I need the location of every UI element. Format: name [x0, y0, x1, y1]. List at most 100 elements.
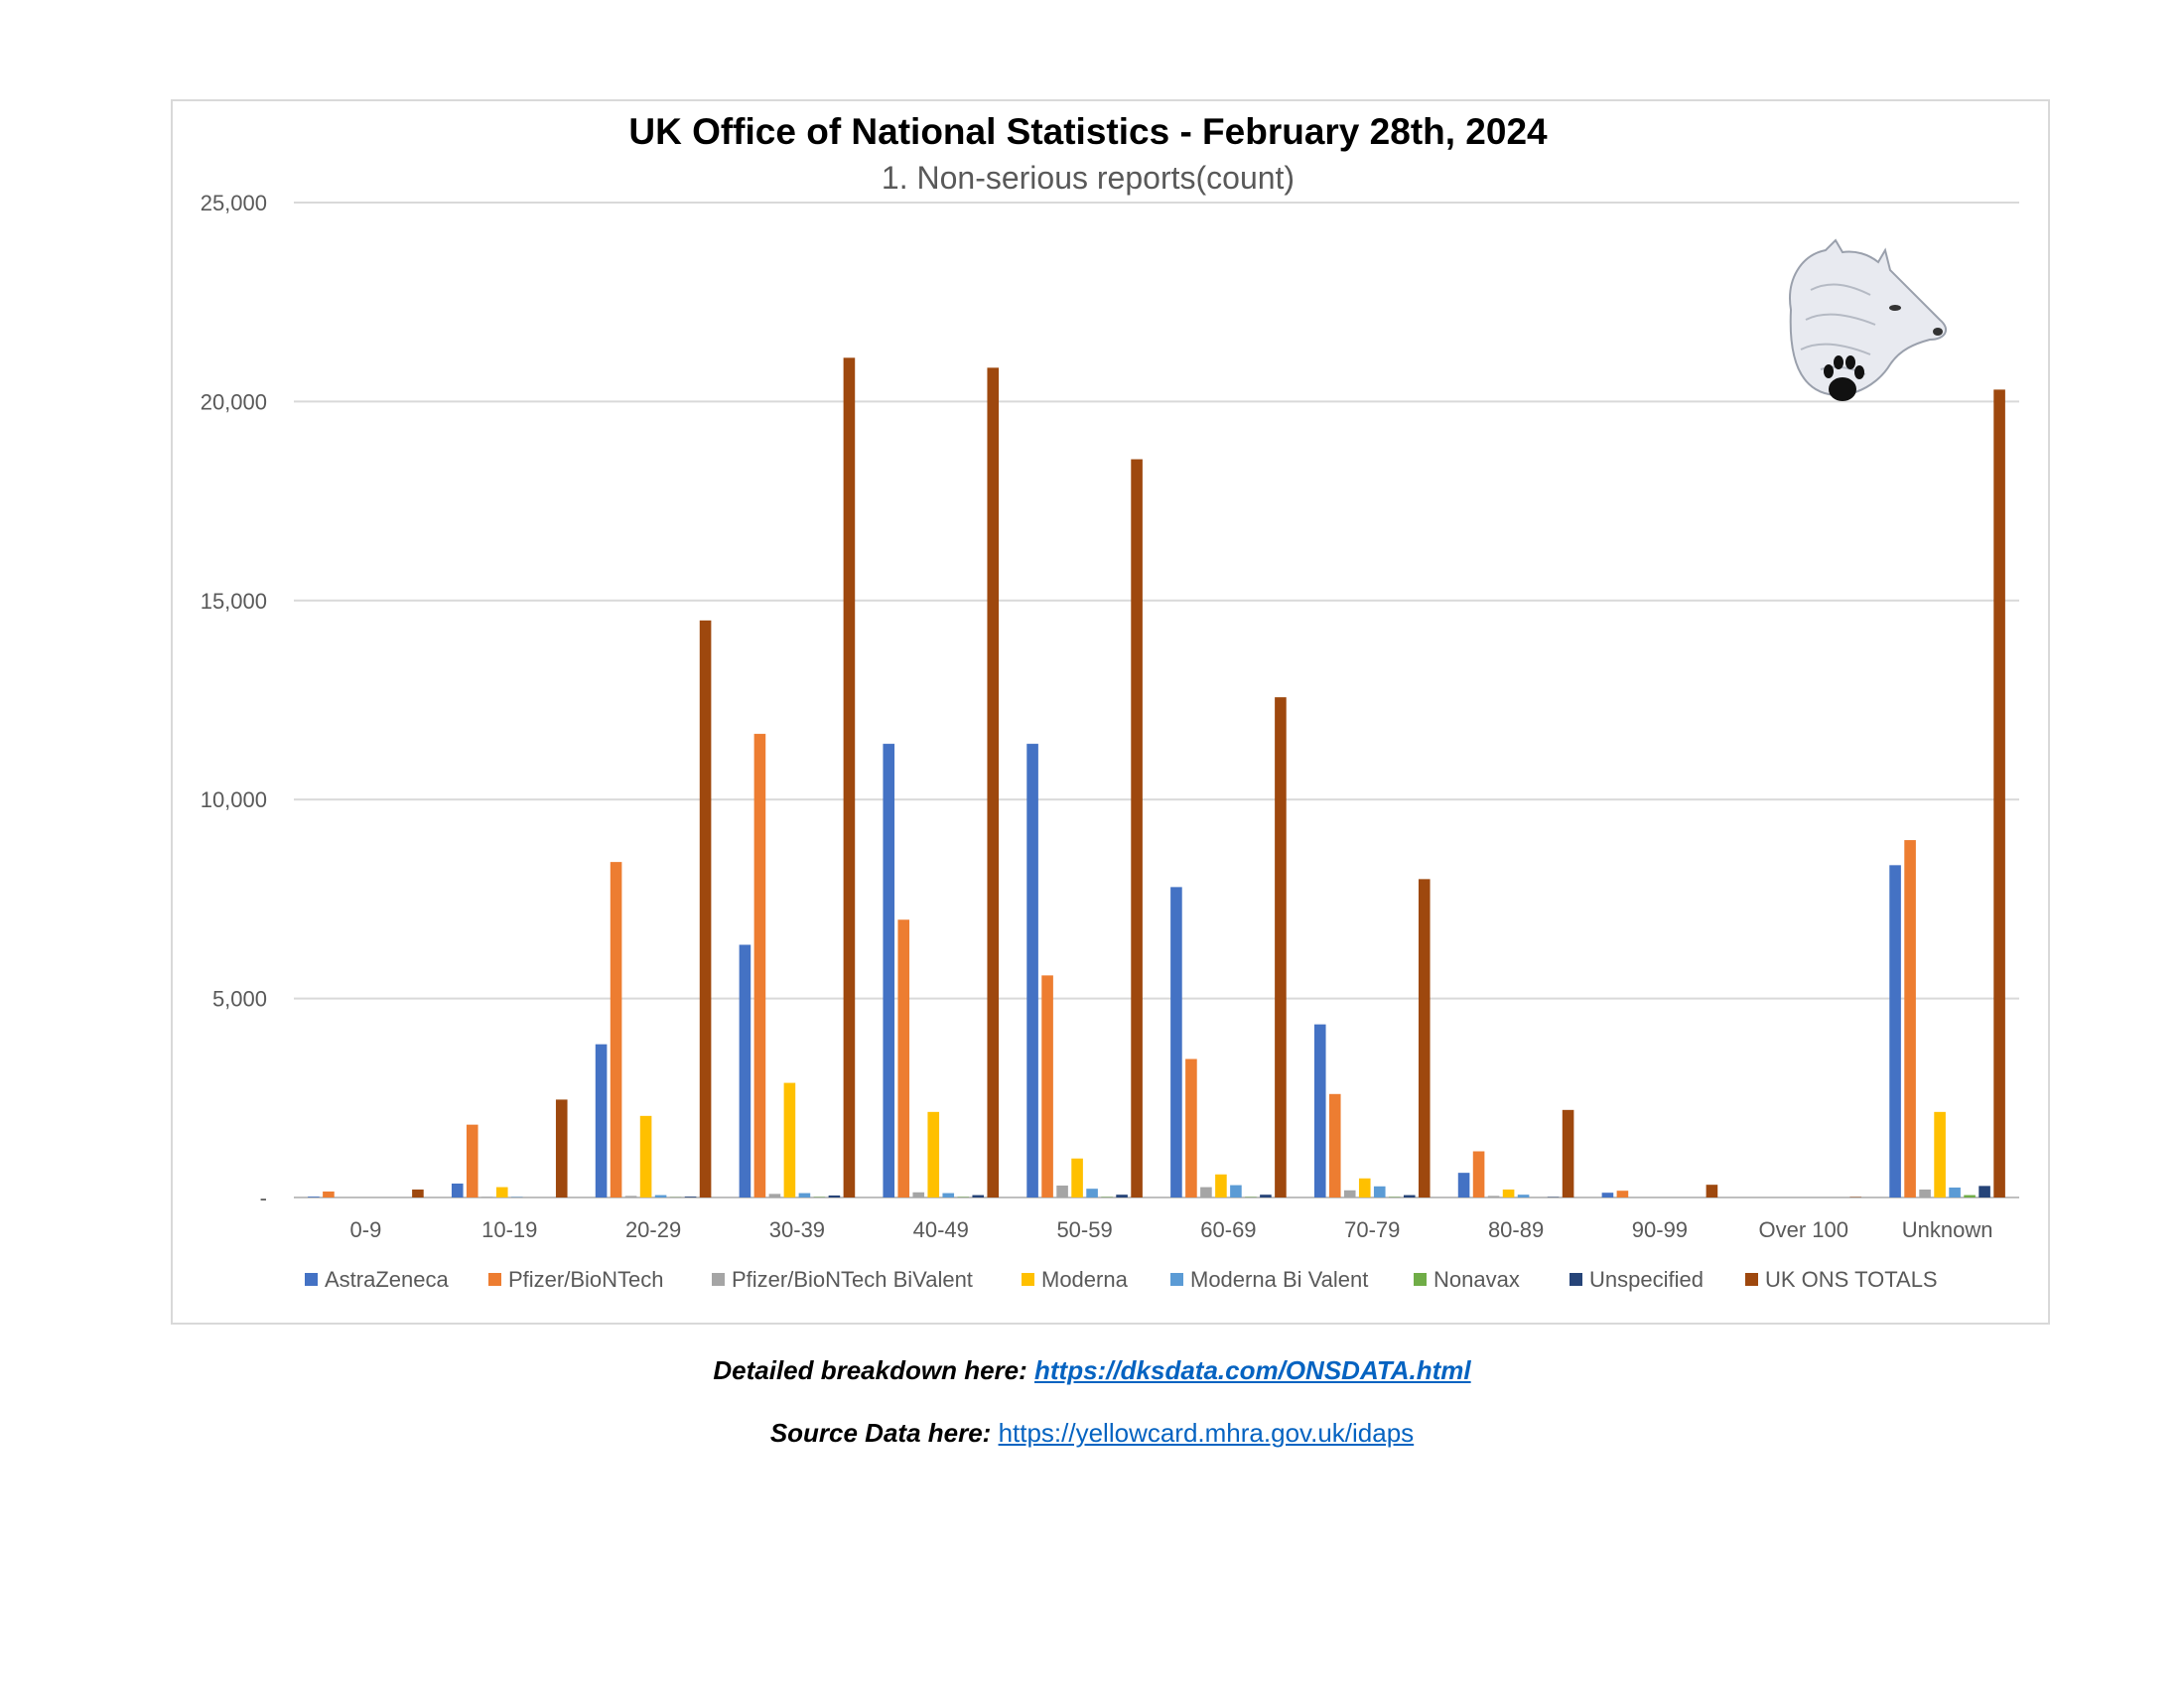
x-tick-label: 90-99: [1632, 1217, 1688, 1242]
x-tick-label: 50-59: [1056, 1217, 1112, 1242]
legend-label: AstraZeneca: [325, 1267, 449, 1292]
bar-unspecified-70-79: [1403, 1195, 1416, 1197]
bar-astrazeneca-30-39: [739, 944, 751, 1197]
legend-swatch: [1414, 1273, 1427, 1286]
y-tick-label: 25,000: [201, 191, 267, 215]
bar-pfizer-biontech-bivalent-50-59: [1056, 1185, 1068, 1197]
x-tick-label: 10-19: [481, 1217, 537, 1242]
legend-label: UK ONS TOTALS: [1765, 1267, 1938, 1292]
bar-astrazeneca-10-19: [451, 1183, 464, 1197]
x-tick-label: 70-79: [1344, 1217, 1400, 1242]
bar-uk-ons-totals-unknown: [1993, 389, 2005, 1198]
bar-unspecified-20-29: [684, 1196, 697, 1197]
bar-moderna-bi-valent-40-49: [942, 1193, 955, 1197]
bar-astrazeneca-20-29: [595, 1044, 608, 1197]
bar-pfizer-biontech-unknown: [1904, 840, 1916, 1197]
bar-moderna-20-29: [639, 1115, 652, 1197]
bar-moderna-80-89: [1502, 1189, 1515, 1197]
x-tick-label: 80-89: [1488, 1217, 1544, 1242]
bar-astrazeneca-80-89: [1457, 1173, 1470, 1197]
bar-moderna-bi-valent-60-69: [1230, 1185, 1242, 1197]
bars: [308, 357, 2005, 1198]
bar-astrazeneca-70-79: [1313, 1024, 1326, 1197]
source-data-line: Source Data here: https://yellowcard.mhr…: [0, 1418, 2184, 1449]
bar-uk-ons-totals-20-29: [699, 620, 712, 1197]
bar-moderna-bi-valent-20-29: [654, 1195, 667, 1197]
x-tick-label: 20-29: [625, 1217, 681, 1242]
bar-moderna-40-49: [927, 1111, 940, 1197]
bar-moderna-bi-valent-80-89: [1517, 1195, 1530, 1197]
bar-moderna-bi-valent-50-59: [1086, 1189, 1098, 1197]
bar-moderna-50-59: [1071, 1158, 1083, 1197]
bar-pfizer-biontech-90-99: [1616, 1191, 1629, 1197]
bar-pfizer-biontech-50-59: [1041, 975, 1053, 1197]
bar-moderna-bi-valent-30-39: [798, 1193, 811, 1197]
bar-pfizer-biontech-bivalent-80-89: [1487, 1196, 1500, 1197]
legend-label: Pfizer/BioNTech BiValent: [732, 1267, 973, 1292]
bar-moderna-70-79: [1358, 1178, 1371, 1197]
bar-astrazeneca-40-49: [883, 744, 895, 1197]
bar-moderna-unknown: [1934, 1111, 1946, 1197]
bar-uk-ons-totals-0-9: [412, 1189, 424, 1197]
bar-moderna-bi-valent-unknown: [1949, 1187, 1961, 1197]
bar-nonavax-unknown: [1964, 1195, 1976, 1197]
bar-pfizer-biontech-10-19: [466, 1124, 478, 1197]
bar-unspecified-60-69: [1260, 1195, 1272, 1197]
detail-breakdown-line: Detailed breakdown here: https://dksdata…: [0, 1355, 2184, 1386]
bar-pfizer-biontech-20-29: [610, 862, 622, 1197]
bar-pfizer-biontech-bivalent-60-69: [1200, 1187, 1212, 1197]
chart-title: UK Office of National Statistics - Febru…: [628, 111, 1548, 152]
bar-unspecified-50-59: [1116, 1195, 1128, 1197]
bar-pfizer-biontech-bivalent-40-49: [912, 1192, 925, 1197]
x-tick-label: 40-49: [913, 1217, 969, 1242]
bar-unspecified-30-39: [828, 1195, 841, 1197]
bar-astrazeneca-unknown: [1889, 865, 1901, 1197]
y-tick-label: 10,000: [201, 787, 267, 812]
bar-uk-ons-totals-60-69: [1275, 697, 1287, 1197]
bar-unspecified-unknown: [1979, 1186, 1990, 1197]
bar-pfizer-biontech-0-9: [323, 1191, 335, 1197]
bar-moderna-bi-valent-70-79: [1373, 1186, 1386, 1197]
y-tick-label: -: [260, 1186, 267, 1210]
bar-uk-ons-totals-10-19: [555, 1099, 568, 1197]
y-axis-tick-labels: - 5,000 10,000 15,000 20,000 25,000: [201, 191, 267, 1210]
bar-uk-ons-totals-50-59: [1131, 459, 1143, 1197]
x-axis-tick-labels: 0-9 10-19 20-29 30-39 40-49 50-59 60-69 70-79 80…: [350, 1217, 1993, 1242]
bar-uk-ons-totals-40-49: [987, 367, 1000, 1197]
source-data-label: Source Data here:: [769, 1418, 999, 1448]
y-tick-label: 15,000: [201, 589, 267, 614]
gridlines: [294, 202, 2019, 1198]
legend-swatch: [1745, 1273, 1758, 1286]
bar-unspecified-40-49: [972, 1195, 985, 1197]
y-tick-label: 5,000: [212, 987, 267, 1012]
wolf-head-with-paw-print-icon: [1789, 238, 1948, 401]
chart-subtitle: 1. Non-serious reports(count): [882, 160, 1295, 196]
bar-uk-ons-totals-80-89: [1562, 1109, 1574, 1197]
bar-pfizer-biontech-40-49: [897, 919, 910, 1197]
y-tick-label: 20,000: [201, 389, 267, 414]
legend-swatch: [1570, 1273, 1582, 1286]
detail-breakdown-label: Detailed breakdown here:: [713, 1355, 1035, 1385]
bar-uk-ons-totals-90-99: [1706, 1185, 1718, 1197]
legend: AstraZeneca Pfizer/BioNTech Pfizer/BioNTec…: [305, 1267, 1938, 1292]
chart-frame: - 5,000 10,000 15,000 20,000 25,000 0-9 10-19 2…: [171, 99, 2050, 1325]
x-tick-label: 60-69: [1200, 1217, 1256, 1242]
x-tick-label: Unknown: [1902, 1217, 1993, 1242]
bar-pfizer-biontech-80-89: [1472, 1151, 1485, 1197]
bar-pfizer-biontech-30-39: [753, 734, 766, 1197]
legend-label: Unspecified: [1589, 1267, 1704, 1292]
detail-breakdown-link[interactable]: https://dksdata.com/ONSDATA.html: [1034, 1355, 1471, 1385]
bar-astrazeneca-0-9: [308, 1196, 320, 1197]
bar-pfizer-biontech-70-79: [1328, 1093, 1341, 1197]
bar-pfizer-biontech-bivalent-unknown: [1919, 1189, 1931, 1197]
legend-swatch: [1022, 1273, 1034, 1286]
x-tick-label: 0-9: [350, 1217, 382, 1242]
legend-swatch: [1170, 1273, 1183, 1286]
legend-label: Moderna Bi Valent: [1190, 1267, 1368, 1292]
legend-swatch: [488, 1273, 501, 1286]
x-tick-label: 30-39: [769, 1217, 825, 1242]
source-data-link[interactable]: https://yellowcard.mhra.gov.uk/idaps: [998, 1418, 1415, 1448]
bar-pfizer-biontech-bivalent-30-39: [768, 1194, 781, 1197]
bar-moderna-30-39: [783, 1082, 796, 1197]
bar-moderna-10-19: [495, 1187, 508, 1197]
